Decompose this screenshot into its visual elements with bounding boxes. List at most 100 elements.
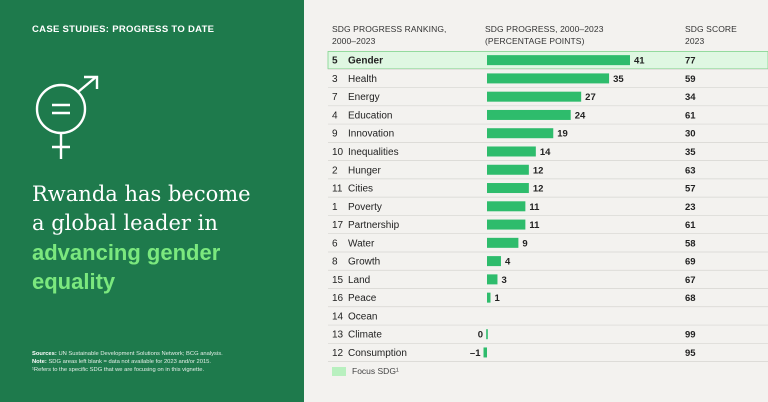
- row-rank: 16: [332, 293, 344, 304]
- headline-line-2: a global leader in: [32, 211, 218, 235]
- progress-header-line-1: SDG PROGRESS, 2000–2023: [485, 24, 604, 34]
- progress-value-label: 0: [478, 330, 483, 341]
- progress-bar: [487, 73, 610, 84]
- sdg-score: 34: [685, 92, 696, 103]
- row-sdg-name: Ocean: [348, 311, 377, 322]
- row-sdg-name: Poverty: [348, 202, 382, 213]
- progress-value-label: 35: [613, 74, 624, 85]
- footnote-text: ¹Refers to the specific SDG that we are …: [32, 367, 205, 373]
- progress-header-line-2: (PERCENTAGE POINTS): [485, 36, 585, 46]
- row-sdg-name: Energy: [348, 92, 380, 103]
- progress-bar: [487, 237, 519, 248]
- row-sdg-name: Growth: [348, 257, 380, 268]
- progress-bar: [487, 128, 554, 139]
- row-rank: 13: [332, 330, 344, 341]
- row-rank: 9: [332, 129, 338, 140]
- sdg-progress-chart: 5 Gender 41 773 Health 35 597 Energy 27 344 Educat…: [327, 51, 768, 362]
- row-rank: 11: [332, 184, 343, 195]
- sdg-score: 77: [685, 56, 696, 67]
- sdg-score: 99: [685, 330, 696, 341]
- progress-bar: [487, 256, 501, 267]
- sdg-score: 35: [685, 147, 696, 158]
- legend: Focus SDG¹: [332, 366, 399, 376]
- progress-value-label: 41: [634, 56, 645, 67]
- sdg-score: 30: [685, 129, 696, 140]
- progress-bar: [487, 201, 526, 212]
- legend-swatch: [332, 366, 346, 376]
- gender-equality-icon: [35, 75, 99, 159]
- footnotes: Sources: UN Sustainable Development Solu…: [32, 350, 292, 374]
- progress-bar: [487, 91, 582, 102]
- score-header-line-2: 2023: [685, 36, 705, 46]
- row-rank: 1: [332, 202, 338, 213]
- legend-label: Focus SDG¹: [352, 366, 399, 376]
- headline: Rwanda has become a global leader in adv…: [32, 180, 282, 296]
- row-rank: 12: [332, 348, 344, 359]
- progress-value-label: 14: [540, 147, 551, 158]
- progress-bar: [487, 219, 526, 230]
- row-sdg-name: Health: [348, 74, 377, 85]
- row-sdg-name: Gender: [348, 56, 383, 67]
- headline-accent-1: advancing gender: [32, 240, 221, 265]
- row-sdg-name: Inequalities: [348, 147, 399, 158]
- ranking-header: SDG PROGRESS RANKING, 2000–2023: [332, 23, 447, 47]
- row-sdg-name: Water: [348, 238, 375, 249]
- progress-value-label: 24: [575, 110, 586, 121]
- headline-line-1: Rwanda has become: [32, 182, 251, 206]
- sdg-score: 95: [685, 348, 696, 359]
- progress-bar: [487, 164, 529, 175]
- row-rank: 17: [332, 220, 344, 231]
- row-sdg-name: Land: [348, 275, 370, 286]
- row-sdg-name: Cities: [348, 184, 373, 195]
- score-header-line-1: SDG SCORE: [685, 24, 737, 34]
- progress-value-label: 1: [494, 293, 500, 304]
- progress-value-label: 3: [501, 275, 506, 286]
- sdg-score: 61: [685, 110, 696, 121]
- progress-value-label: 12: [533, 184, 544, 195]
- score-header: SDG SCORE 2023: [685, 23, 737, 47]
- sdg-score: 69: [685, 257, 696, 268]
- note-label: Note:: [32, 359, 47, 365]
- row-sdg-name: Climate: [348, 330, 382, 341]
- progress-header: SDG PROGRESS, 2000–2023 (PERCENTAGE POIN…: [485, 23, 604, 47]
- progress-value-label: 12: [533, 165, 544, 176]
- progress-value-label: 11: [529, 220, 540, 231]
- row-sdg-name: Innovation: [348, 129, 394, 140]
- progress-bar: [487, 183, 529, 194]
- row-rank: 4: [332, 110, 338, 121]
- sources-label: Sources:: [32, 351, 57, 357]
- sdg-score: 68: [685, 293, 696, 304]
- row-rank: 5: [332, 56, 338, 67]
- headline-accent-2: equality: [32, 269, 116, 294]
- row-rank: 3: [332, 74, 338, 85]
- row-rank: 8: [332, 257, 338, 268]
- progress-value-label: 4: [505, 257, 511, 268]
- row-sdg-name: Education: [348, 110, 392, 121]
- sdg-score: 57: [685, 184, 696, 195]
- row-rank: 2: [332, 165, 338, 176]
- progress-bar: [487, 109, 571, 120]
- left-panel: CASE STUDIES: PROGRESS TO DATE Rwanda ha…: [0, 0, 304, 402]
- row-sdg-name: Partnership: [348, 220, 400, 231]
- kicker: CASE STUDIES: PROGRESS TO DATE: [32, 24, 215, 35]
- row-rank: 14: [332, 311, 344, 322]
- sdg-score: 59: [685, 74, 696, 85]
- progress-bar: [483, 347, 487, 358]
- progress-value-label: 11: [529, 202, 540, 213]
- progress-bar: [486, 329, 488, 340]
- progress-value-label: –1: [470, 348, 481, 359]
- row-rank: 6: [332, 238, 338, 249]
- note-text: SDG areas left blank = data not availabl…: [48, 359, 212, 365]
- progress-bar: [487, 274, 498, 285]
- sdg-score: 67: [685, 275, 696, 286]
- row-rank: 10: [332, 147, 344, 158]
- row-sdg-name: Peace: [348, 293, 377, 304]
- row-sdg-name: Hunger: [348, 165, 381, 176]
- sdg-score: 23: [685, 202, 696, 213]
- row-rank: 15: [332, 275, 344, 286]
- progress-value-label: 9: [522, 238, 527, 249]
- sdg-score: 63: [685, 165, 696, 176]
- ranking-header-line-2: 2000–2023: [332, 36, 376, 46]
- sdg-score: 58: [685, 238, 696, 249]
- progress-bar: [487, 55, 630, 66]
